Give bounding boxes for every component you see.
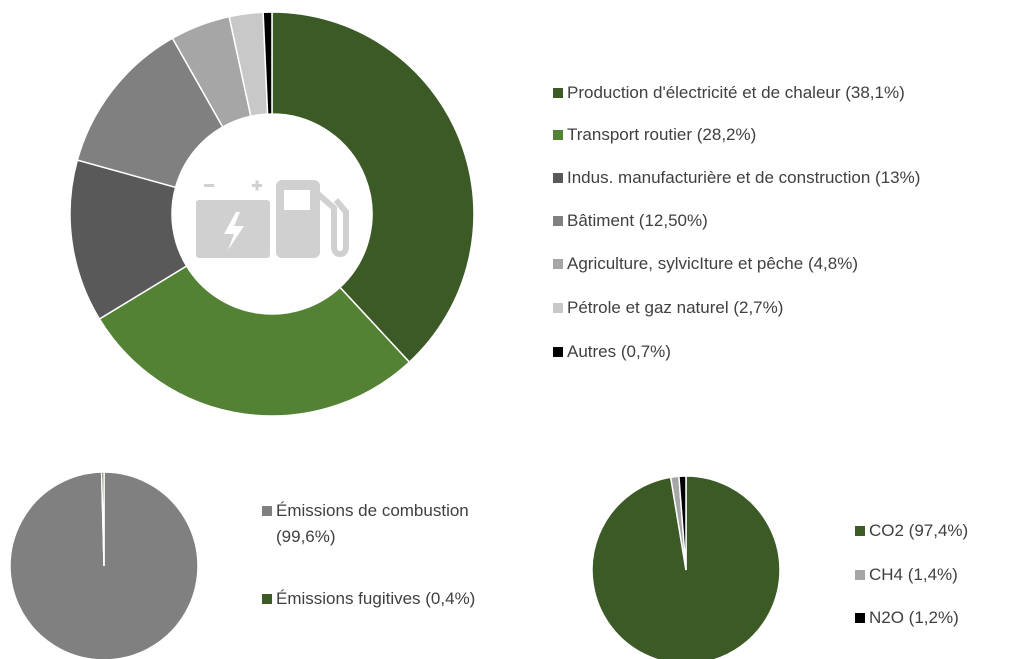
- legend-entry: Production d'électricité et de chaleur (…: [553, 80, 1013, 106]
- legend-swatch: [855, 526, 865, 536]
- legend-swatch: [262, 594, 272, 604]
- legend-entry: Bâtiment (12,50%): [553, 208, 1013, 234]
- slice: [262, 11, 273, 115]
- legend-swatch: [262, 506, 272, 516]
- legend-label: Agriculture, sylvicIture et pêche (4,8%): [567, 254, 859, 273]
- legend-entry: Émissions fugitives (0,4%): [262, 586, 477, 612]
- center-icon: [196, 180, 349, 258]
- legend-entry: Transport routier (28,2%): [553, 122, 1013, 148]
- legend-entry: Autres (0,7%): [553, 339, 1013, 365]
- legend-label: Pétrole et gaz naturel (2,7%): [567, 298, 784, 317]
- legend-swatch: [553, 259, 563, 269]
- legend-entry: N2O (1,2%): [855, 605, 1005, 631]
- legend-entry: CH4 (1,4%): [855, 562, 1005, 588]
- legend-label: CO2 (97,4%): [869, 521, 969, 540]
- legend-label: Émissions fugitives (0,4%): [276, 589, 476, 608]
- legend-label: Émissions de combustion (99,6%): [276, 501, 469, 546]
- legend-swatch: [553, 347, 563, 357]
- legend-entry: Pétrole et gaz naturel (2,7%): [553, 295, 1013, 321]
- legend-label: Bâtiment (12,50%): [567, 211, 708, 230]
- legend-swatch: [553, 216, 563, 226]
- legend-label: N2O (1,2%): [869, 608, 959, 627]
- legend-label: Autres (0,7%): [567, 342, 671, 361]
- legend-swatch: [553, 88, 563, 98]
- legend-label: CH4 (1,4%): [869, 565, 958, 584]
- legend-swatch: [553, 173, 563, 183]
- slice: [271, 11, 475, 364]
- legend-label: Production d'électricité et de chaleur (…: [567, 83, 905, 102]
- legend-swatch: [855, 613, 865, 623]
- legend-entry: Indus. manufacturière et de construction…: [553, 165, 1013, 191]
- slice: [9, 471, 199, 659]
- slice: [678, 475, 687, 571]
- legend-entry: Agriculture, sylvicIture et pêche (4,8%): [553, 251, 1013, 277]
- legend-entry: CO2 (97,4%): [855, 518, 1005, 544]
- slice: [100, 471, 105, 567]
- slice: [591, 475, 781, 659]
- legend-label: Indus. manufacturière et de construction…: [567, 168, 921, 187]
- legend-swatch: [855, 570, 865, 580]
- legend-entry: Émissions de combustion (99,6%): [262, 498, 477, 550]
- legend-swatch: [553, 303, 563, 313]
- slice: [98, 264, 411, 417]
- legend-swatch: [553, 130, 563, 140]
- legend-label: Transport routier (28,2%): [567, 125, 757, 144]
